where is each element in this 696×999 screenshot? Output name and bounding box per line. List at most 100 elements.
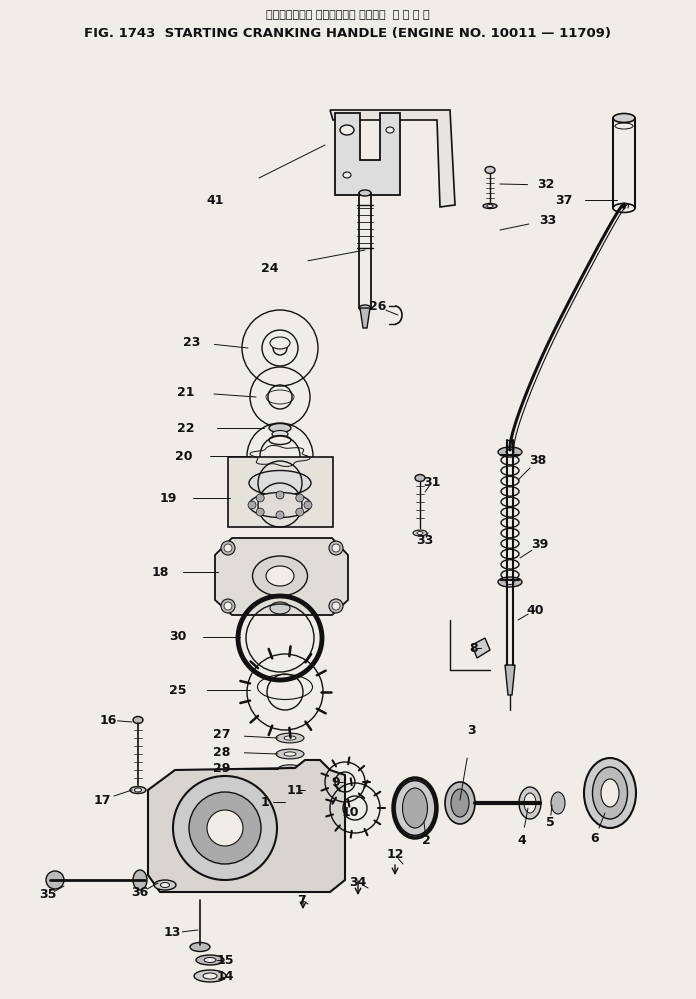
Circle shape xyxy=(189,792,261,864)
Ellipse shape xyxy=(154,880,176,890)
Ellipse shape xyxy=(413,530,427,536)
Text: 35: 35 xyxy=(39,888,56,901)
Text: 39: 39 xyxy=(531,538,548,551)
Text: 23: 23 xyxy=(183,336,200,349)
Ellipse shape xyxy=(284,752,296,756)
Ellipse shape xyxy=(134,788,141,792)
Ellipse shape xyxy=(285,767,295,771)
Text: 1: 1 xyxy=(260,795,269,808)
Circle shape xyxy=(248,501,256,509)
Ellipse shape xyxy=(485,167,495,174)
Polygon shape xyxy=(330,110,455,207)
Text: 27: 27 xyxy=(213,728,231,741)
Ellipse shape xyxy=(451,789,469,817)
Ellipse shape xyxy=(487,205,493,208)
Bar xyxy=(228,457,333,527)
Text: 28: 28 xyxy=(213,745,230,758)
Circle shape xyxy=(224,544,232,552)
Ellipse shape xyxy=(395,780,435,835)
Polygon shape xyxy=(335,113,400,195)
Ellipse shape xyxy=(359,305,371,311)
Text: 13: 13 xyxy=(164,926,181,939)
Polygon shape xyxy=(215,538,348,615)
Ellipse shape xyxy=(506,579,514,584)
Text: 8: 8 xyxy=(470,641,478,654)
Circle shape xyxy=(256,508,264,516)
Text: 14: 14 xyxy=(216,970,234,983)
Text: 32: 32 xyxy=(537,179,555,192)
Text: 29: 29 xyxy=(213,762,230,775)
Ellipse shape xyxy=(161,882,170,887)
Circle shape xyxy=(224,602,232,610)
Ellipse shape xyxy=(417,531,423,534)
Circle shape xyxy=(276,511,284,519)
Ellipse shape xyxy=(340,125,354,135)
Text: 37: 37 xyxy=(555,194,573,207)
Circle shape xyxy=(329,599,343,613)
Ellipse shape xyxy=(190,942,210,951)
Text: 21: 21 xyxy=(177,386,195,399)
Circle shape xyxy=(256,494,264,501)
Text: 15: 15 xyxy=(216,953,234,966)
Text: 40: 40 xyxy=(526,603,544,616)
Ellipse shape xyxy=(196,955,224,965)
Circle shape xyxy=(207,810,243,846)
Text: 9: 9 xyxy=(332,775,340,788)
Ellipse shape xyxy=(506,450,514,455)
Ellipse shape xyxy=(249,471,311,496)
Text: 4: 4 xyxy=(518,833,526,846)
Ellipse shape xyxy=(253,556,308,596)
Ellipse shape xyxy=(601,779,619,807)
Ellipse shape xyxy=(359,190,371,196)
Text: FIG. 1743  STARTING CRANKING HANDLE (ENGINE NO. 10011 — 11709): FIG. 1743 STARTING CRANKING HANDLE (ENGI… xyxy=(84,27,612,40)
Text: 11: 11 xyxy=(286,783,303,796)
Polygon shape xyxy=(472,638,490,658)
Text: 24: 24 xyxy=(261,262,279,275)
Ellipse shape xyxy=(249,493,311,517)
Ellipse shape xyxy=(203,973,217,979)
Text: 12: 12 xyxy=(386,848,404,861)
Circle shape xyxy=(304,501,312,509)
Text: 5: 5 xyxy=(546,815,555,828)
Ellipse shape xyxy=(551,792,565,814)
Circle shape xyxy=(296,494,303,501)
Ellipse shape xyxy=(270,337,290,349)
Text: 6: 6 xyxy=(591,831,599,844)
Ellipse shape xyxy=(613,114,635,123)
Text: 2: 2 xyxy=(422,833,430,846)
Circle shape xyxy=(332,544,340,552)
Ellipse shape xyxy=(483,204,497,209)
Circle shape xyxy=(276,491,284,499)
Text: 7: 7 xyxy=(298,893,306,906)
Circle shape xyxy=(221,599,235,613)
Ellipse shape xyxy=(386,127,394,133)
Text: 10: 10 xyxy=(341,805,358,818)
Ellipse shape xyxy=(592,767,628,819)
Ellipse shape xyxy=(524,793,536,813)
Text: スターティング クランキング ハンドル  適 用 号 機: スターティング クランキング ハンドル 適 用 号 機 xyxy=(266,10,430,20)
Circle shape xyxy=(329,541,343,555)
Ellipse shape xyxy=(584,758,636,828)
Polygon shape xyxy=(505,665,515,695)
Text: 33: 33 xyxy=(416,533,434,546)
Text: 30: 30 xyxy=(169,630,187,643)
Text: 38: 38 xyxy=(530,454,546,467)
Text: 31: 31 xyxy=(423,476,441,489)
Text: 41: 41 xyxy=(206,194,223,207)
Ellipse shape xyxy=(269,436,291,445)
Ellipse shape xyxy=(194,970,226,982)
Circle shape xyxy=(296,508,303,516)
Ellipse shape xyxy=(276,749,304,759)
Text: 36: 36 xyxy=(132,886,149,899)
Text: 16: 16 xyxy=(100,713,117,726)
Ellipse shape xyxy=(445,782,475,824)
Circle shape xyxy=(46,871,64,889)
Text: 3: 3 xyxy=(468,723,476,736)
Circle shape xyxy=(332,602,340,610)
Ellipse shape xyxy=(343,172,351,178)
Ellipse shape xyxy=(133,870,147,890)
Text: 34: 34 xyxy=(349,875,367,888)
Ellipse shape xyxy=(498,447,522,457)
Ellipse shape xyxy=(415,475,425,482)
Text: 25: 25 xyxy=(169,683,187,696)
